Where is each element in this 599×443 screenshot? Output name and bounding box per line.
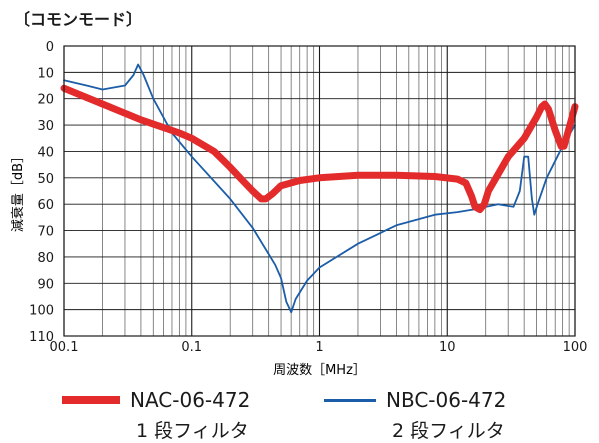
x-tick-labels: 00.1 0.1 1 10 100 — [50, 340, 588, 355]
y-tick-label: 70 — [37, 225, 54, 240]
y-tick-label: 30 — [37, 119, 54, 134]
series-line-nac-06-472 — [60, 84, 579, 213]
legend-subtitle: 2 段フィルタ — [392, 420, 505, 442]
y-tick-label: 50 — [37, 172, 54, 187]
minor-grid — [102, 46, 570, 336]
y-tick-label: 20 — [37, 93, 54, 108]
legend-swatch-blue — [324, 398, 376, 402]
y-tick-label: 80 — [37, 251, 54, 266]
y-tick-label: 10 — [37, 66, 54, 81]
x-tick-label: 100 — [563, 340, 588, 355]
legend-name: NBC-06-472 — [386, 388, 507, 412]
legend-subtitle: 1 段フィルタ — [136, 420, 249, 442]
x-tick-label: 10 — [439, 340, 456, 355]
y-tick-label: 0 — [46, 40, 54, 55]
legend-item-nbc: NBC-06-472 2 段フィルタ — [324, 388, 506, 443]
plot-frame — [63, 45, 576, 337]
y-tick-label: 110 — [29, 330, 54, 345]
legend-name: NAC-06-472 — [130, 388, 251, 412]
x-axis-label: 周波数［MHz］ — [273, 363, 366, 378]
x-tick-label: 00.1 — [50, 340, 79, 355]
x-tick-label: 0.1 — [181, 340, 202, 355]
y-tick-label: 60 — [37, 198, 54, 213]
y-tick-label: 100 — [29, 304, 54, 319]
series-layer — [60, 63, 579, 314]
y-tick-label: 40 — [37, 145, 54, 160]
y-tick-label: 90 — [37, 277, 54, 292]
legend-swatch-red — [62, 396, 120, 404]
series-line-nbc-06-472 — [63, 63, 576, 314]
chart-title: 〔コモンモード〕 — [14, 10, 143, 29]
legend-item-nac: NAC-06-472 1 段フィルタ — [62, 388, 250, 443]
y-tick-labels: 0 10 20 30 40 50 60 70 80 90 100 110 — [29, 40, 54, 345]
x-tick-label: 1 — [315, 340, 323, 355]
y-axis-label: 減衰量［dB］ — [10, 150, 26, 232]
